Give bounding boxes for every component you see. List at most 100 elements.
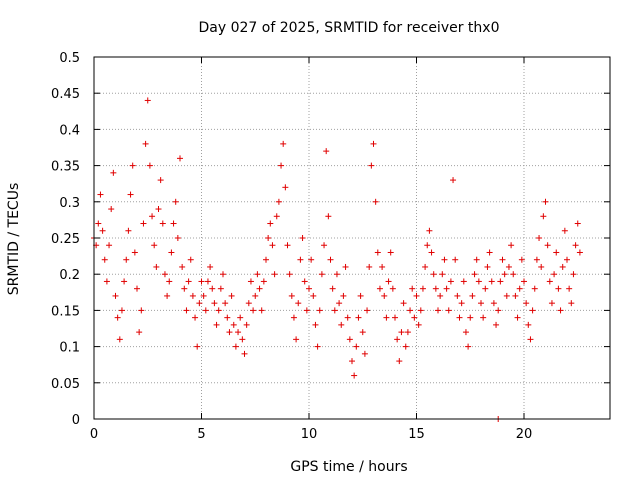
data-point (456, 314, 463, 321)
data-point (185, 278, 192, 285)
data-point (553, 249, 560, 256)
data-point (243, 321, 250, 328)
data-point (529, 307, 536, 314)
data-point (439, 271, 446, 278)
data-point (215, 307, 222, 314)
data-point (542, 198, 549, 205)
data-point (297, 256, 304, 263)
data-point (432, 285, 439, 292)
data-point (443, 285, 450, 292)
data-point (211, 300, 218, 307)
data-point (381, 292, 388, 299)
data-point (228, 292, 235, 299)
data-point (458, 300, 465, 307)
data-point (183, 307, 190, 314)
data-point (338, 321, 345, 328)
data-point (125, 227, 132, 234)
data-point (110, 169, 117, 176)
data-point (467, 314, 474, 321)
data-point (355, 314, 362, 321)
data-point (252, 292, 259, 299)
data-point (217, 285, 224, 292)
data-point (359, 329, 366, 336)
data-point (288, 292, 295, 299)
data-point (505, 263, 512, 270)
data-point (471, 271, 478, 278)
data-point (490, 300, 497, 307)
data-point (478, 300, 484, 307)
data-point (310, 292, 317, 299)
data-point (323, 148, 330, 155)
data-point (372, 198, 379, 205)
data-point (196, 300, 203, 307)
data-point (557, 307, 564, 314)
data-point (103, 278, 110, 285)
data-point (235, 329, 242, 336)
data-point (441, 256, 448, 263)
data-point (523, 300, 530, 307)
data-point (340, 292, 347, 299)
data-point (561, 227, 568, 234)
y-axis-ticks: 0 0.05 0.1 0.15 0.2 0.25 0.3 0.35 0.4 0.45 0.5 (51, 51, 610, 428)
y-tick-label: 0.4 (59, 123, 80, 138)
data-point (536, 235, 543, 241)
data-point (566, 285, 573, 292)
data-point (486, 249, 493, 256)
data-point (497, 278, 504, 285)
data-point (415, 321, 422, 328)
data-point (275, 198, 282, 205)
data-point (290, 314, 297, 321)
data-point (413, 292, 420, 299)
data-point (501, 271, 508, 278)
data-point (544, 242, 551, 249)
data-point (495, 307, 502, 314)
data-point (250, 307, 257, 314)
data-point (263, 256, 269, 263)
data-point (316, 307, 323, 314)
data-point (159, 220, 166, 227)
data-point (503, 292, 510, 299)
data-point (488, 278, 495, 285)
data-point (168, 249, 175, 256)
y-tick-label: 0.45 (51, 87, 80, 102)
data-point (564, 256, 570, 263)
data-point (516, 285, 523, 292)
data-point (368, 162, 375, 169)
data-point (469, 292, 476, 299)
data-point (151, 242, 158, 249)
y-tick-label: 0.2 (59, 268, 80, 283)
data-point (389, 285, 396, 292)
data-point (280, 140, 287, 147)
data-point (230, 321, 237, 328)
data-point (106, 242, 113, 249)
data-point (510, 271, 517, 278)
data-point (149, 213, 156, 220)
data-point (396, 358, 403, 365)
data-point (260, 278, 267, 285)
data-point (116, 336, 123, 343)
x-tick-label: 5 (197, 427, 205, 442)
data-point (422, 263, 429, 270)
data-point (278, 162, 285, 169)
data-point (114, 314, 121, 321)
data-point (385, 278, 392, 285)
data-point (99, 227, 106, 234)
data-point (129, 162, 136, 169)
data-point (447, 278, 454, 285)
data-point (538, 263, 545, 270)
data-point (333, 271, 340, 278)
data-point (329, 285, 336, 292)
data-point (301, 278, 308, 285)
x-tick-label: 15 (408, 427, 425, 442)
data-point (213, 321, 220, 328)
data-point (572, 242, 579, 249)
data-point (198, 278, 205, 285)
data-point (284, 242, 291, 249)
y-tick-label: 0.15 (51, 304, 80, 319)
data-point (540, 213, 547, 220)
x-tick-label: 0 (90, 427, 98, 442)
data-point (342, 263, 349, 270)
data-point (318, 271, 325, 278)
data-point (327, 256, 334, 263)
data-point (299, 235, 306, 241)
